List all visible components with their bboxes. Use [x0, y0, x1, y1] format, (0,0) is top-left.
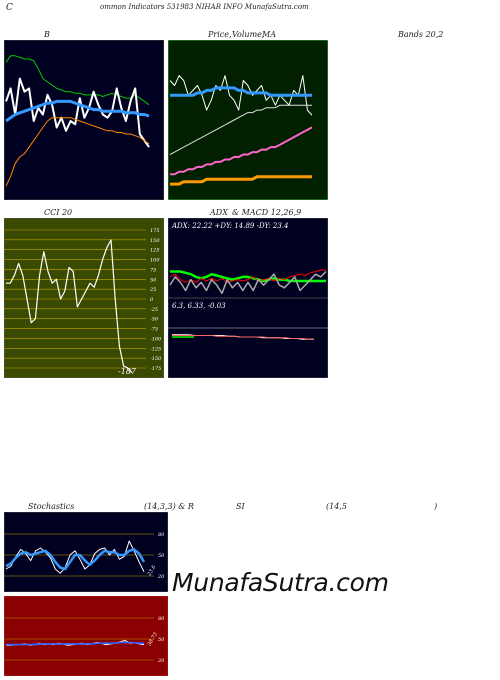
macd-label: & MACD 12,26,9 — [232, 208, 302, 217]
stoch-tick-label: 20 — [157, 574, 165, 580]
ma-ma-mid-line — [169, 104, 312, 155]
header-c: C — [6, 3, 13, 13]
cci-panel: 175 150 125 100 75 50 25 0 -25 -50 -75 -100 -125 -150… — [4, 218, 164, 378]
stochastics-panel: 80 50 20 23.6 — [4, 512, 168, 592]
volume-label: Volume, — [232, 30, 265, 39]
cci-tick-label: -75 — [150, 327, 158, 333]
rsi-tick-label: 50 — [158, 637, 165, 643]
cci-tick-label: -50 — [150, 317, 159, 323]
ma-ma-long-line — [170, 126, 313, 176]
bb-lower-line — [5, 117, 150, 187]
stoch-%K-line — [5, 540, 145, 574]
bands-label: Bands 20,2 — [398, 30, 444, 39]
bb-upper-line — [5, 55, 150, 106]
ma-label: MA — [262, 30, 276, 39]
ma-price-line — [169, 75, 313, 116]
cci-label: CCI 20 — [44, 208, 73, 217]
adx--DI-line — [169, 269, 326, 283]
adx-+DI-line — [170, 270, 326, 283]
cci-tick-label: -25 — [150, 307, 158, 313]
adx-label: ADX — [210, 208, 228, 217]
bb-price-line — [5, 77, 150, 148]
header-title: ommon Indicators 531983 NIHAR INFO Munaf… — [100, 3, 309, 11]
cci-tick-label: -125 — [150, 346, 161, 352]
cci-tick-label: -100 — [150, 336, 162, 342]
rsi-close-label: ) — [434, 502, 438, 511]
macd-panel: 6.3, 6.33, -0.03 — [168, 298, 328, 378]
rsi-params-label: (14,5 — [326, 502, 347, 511]
rsi-panel: 80 50 20 38.73 — [4, 596, 168, 676]
ma-ma-short-line — [170, 86, 312, 97]
stoch-last-value: 23.6 — [146, 564, 158, 578]
price-label: Price, — [208, 30, 232, 39]
macd-values-text: 6.3, 6.33, -0.03 — [172, 302, 226, 310]
cci-tick-label: -150 — [150, 356, 162, 362]
cci-line — [6, 239, 133, 374]
bollinger-label: B — [44, 30, 50, 39]
cci-tick-label: 125 — [150, 248, 160, 254]
cci-tick-label: -175 — [150, 366, 161, 372]
rsi-tick-label: 80 — [158, 616, 165, 622]
stoch-%D-line — [5, 548, 146, 571]
stoch-tick-label: 50 — [158, 553, 165, 559]
cci-tick-label: 50 — [150, 277, 157, 283]
cci-tick-label: 150 — [150, 238, 160, 244]
stoch-label: Stochastics — [28, 502, 75, 511]
adx-values-text: ADX: 22.22 +DY: 14.89 -DY: 23.4 — [171, 222, 288, 230]
bollinger-panel — [4, 40, 164, 200]
stoch-params-label: (14,3,3) & R — [144, 502, 194, 511]
macd-signal-line — [172, 335, 314, 340]
macd-hist-bar — [172, 335, 194, 338]
adx-panel: ADX: 22.22 +DY: 14.89 -DY: 23.4 — [168, 218, 328, 298]
cci-last-value: -187 — [118, 367, 137, 376]
rsi-label: SI — [236, 502, 245, 511]
cci-tick-label: 25 — [149, 287, 156, 293]
rsi-tick-label: 20 — [157, 658, 165, 664]
ma-ma-longer-line — [170, 175, 312, 186]
watermark: MunafaSutra.com — [172, 568, 389, 597]
cci-tick-label: 0 — [150, 297, 154, 303]
price-ma-panel — [168, 40, 328, 200]
cci-tick-label: 100 — [150, 258, 160, 264]
stoch-tick-label: 80 — [158, 532, 165, 538]
bb-middle-line — [5, 99, 150, 123]
adx-ADX-line — [169, 270, 327, 295]
rsi-ma-line — [6, 641, 144, 646]
cci-tick-label: 75 — [150, 267, 156, 273]
cci-tick-label: 175 — [150, 228, 160, 234]
